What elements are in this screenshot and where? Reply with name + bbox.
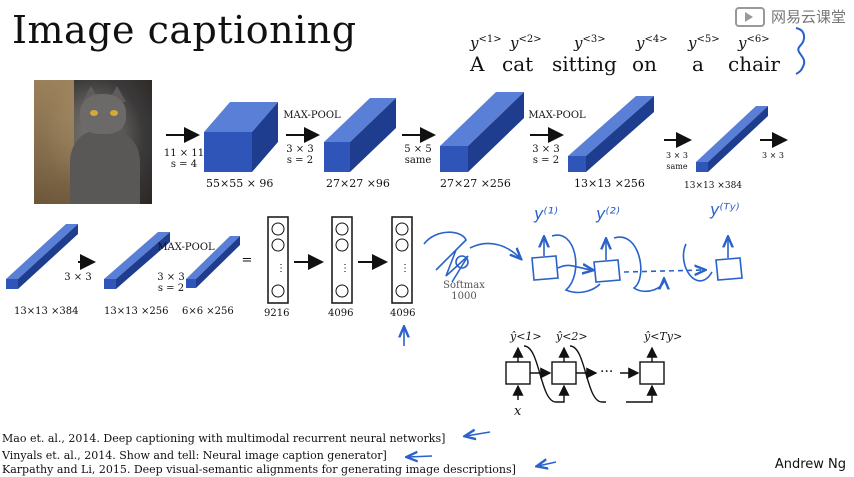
cat-photo [34,80,152,204]
word: chair [728,52,780,76]
play-icon [734,6,765,27]
rnn-diagram [505,345,665,403]
fc-layer-4096-b: ⋮ [391,216,413,304]
op-label: 11 × 11 s = 4 [163,148,205,170]
connector-arrow [469,242,520,258]
dim-label: 13×13 ×256 [574,177,645,190]
cell1-to-cell2 [557,265,592,270]
dim-label: 13×13 ×384 [684,181,743,191]
rnn-cell-3 [715,257,743,281]
svg-text:⋮: ⋮ [400,263,410,274]
brand-text: 网易云课堂 [770,8,846,26]
brand-logo: 网易云课堂 [734,6,846,27]
op-label: 3 × 3 [762,151,784,160]
y-label-3: y<3> [574,34,606,52]
scribble-cross-out [423,231,469,283]
hand-y2: y⁽²⁾ [596,204,620,223]
ref-arrow-2 [408,456,433,457]
word: A [470,52,485,76]
dim-label: 13×13 ×384 [14,306,79,317]
handwritten-annotations [404,231,743,466]
op-label: MAX-POOL [157,242,215,253]
softmax-label: Softmax 1000 [443,280,485,302]
feedback-1 [551,234,601,294]
word: on [632,52,657,76]
y-label-4: y<4> [636,34,668,52]
hand-yT: y⁽ᵀʸ⁾ [710,200,740,219]
y-label-2: y<2> [510,34,542,52]
feedback-3 [682,243,713,282]
rnn-cell-2 [593,259,621,283]
fc-size: 4096 [328,308,354,319]
volume-13x13x384 [696,106,768,172]
author-name: Andrew Ng [774,457,846,472]
fc-layer-9216: ⋮ [267,216,289,304]
feedback-2 [613,236,664,293]
equals-sign: = [241,253,253,268]
op-label: MAX-POOL [283,110,341,121]
word: cat [502,52,534,76]
ref-arrow-3 [538,462,557,466]
reference-1: Mao et. al., 2014. Deep captioning with … [2,432,446,445]
dim-label: 13×13 ×256 [104,306,169,317]
hand-y1: y⁽¹⁾ [534,204,558,223]
op-label: MAX-POOL [528,110,586,121]
word: a [692,52,704,76]
op-label: 3 × 3 [64,272,92,283]
brace-mark [795,27,806,75]
op-label: 3 × 3 same [666,151,688,171]
volume-27x27x96 [324,98,396,172]
y-label-5: y<5> [688,34,720,52]
dashed-link [623,270,704,272]
fc-layer-4096-a: ⋮ [331,216,353,304]
dim-label: 55×55 × 96 [206,177,274,190]
svg-text:⋮: ⋮ [340,263,350,274]
volume-55x55x96 [204,102,278,172]
y-label-1: y<1> [470,34,502,52]
fc-size: 9216 [264,308,290,319]
slide-title: Image captioning [12,8,357,52]
reference-3: Karpathy and Li, 2015. Deep visual-seman… [2,463,516,476]
y-label-6: y<6> [738,34,770,52]
rnn-y2: ŷ<2> [556,330,588,343]
volume-27x27x256 [440,92,524,172]
dim-label: 6×6 ×256 [182,306,234,317]
reference-2: Vinyals et. al., 2014. Show and tell: Ne… [2,449,387,462]
rnn-x: x [514,404,522,419]
caption-sentence: y<1> y<2> y<3> y<4> y<5> y<6> A cat sitt… [470,34,790,78]
rnn-dots: ··· [600,364,614,380]
ref-arrow-1 [466,432,491,436]
volume-6x6x256 [186,236,240,288]
softmax-circle-mark [455,255,469,269]
svg-text:⋮: ⋮ [276,263,286,274]
rnn-yT: ŷ<Ty> [644,330,683,343]
rnn-y1: ŷ<1> [510,330,542,343]
word: sitting [552,52,617,76]
volume-13x13x256 [568,96,654,172]
dim-label: 27×27 ×256 [440,177,511,190]
volume-13x13x256-b [104,232,170,289]
op-label: 5 × 5 same [404,144,432,166]
dim-label: 27×27 ×96 [326,177,390,190]
fc-size: 4096 [390,308,416,319]
volume-13x13x384-b [6,224,78,289]
rnn-cell-1 [531,255,559,281]
